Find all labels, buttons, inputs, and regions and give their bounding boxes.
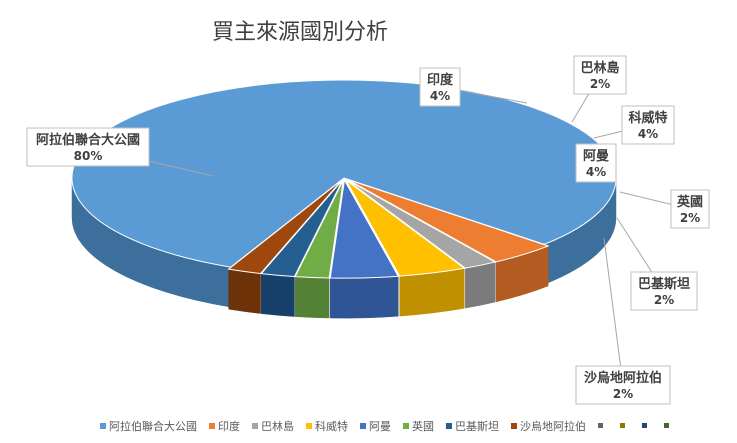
data-label-value-0: 80% [74, 149, 103, 163]
pie-side-5 [294, 276, 330, 319]
pie-side-2 [465, 261, 496, 309]
legend-marker-7 [511, 423, 517, 429]
pie-slice-3 [345, 179, 466, 277]
data-label-name-4: 阿曼 [583, 149, 609, 164]
pie-slice-4 [329, 178, 400, 279]
data-label-name-5: 英國 [676, 194, 703, 210]
data-label-value-1: 4% [430, 89, 450, 103]
legend-label-2: 巴林島 [261, 419, 294, 433]
pie-side-7 [228, 268, 261, 314]
legend-marker-4 [360, 423, 366, 429]
data-label-box-5 [670, 189, 710, 229]
data-label-box-1 [419, 67, 461, 107]
legend-label-5: 英國 [412, 419, 434, 433]
data-label-box-0 [26, 127, 150, 167]
data-label-name-6: 巴基斯坦 [638, 276, 690, 292]
data-label-box-6 [630, 271, 698, 311]
legend-label-1: 印度 [218, 419, 240, 433]
data-label-value-2: 2% [590, 77, 610, 91]
data-label-value-6: 2% [654, 293, 674, 307]
chart-legend: 阿拉伯聯合大公國 印度 巴林島 科威特 阿曼 英國 巴基斯坦 沙烏地阿拉伯 [100, 419, 669, 433]
legend-marker-extra-3 [664, 423, 669, 428]
pie-side-4 [329, 275, 399, 319]
legend-label-4: 阿曼 [369, 420, 391, 433]
legend-label-7: 沙烏地阿拉伯 [520, 419, 586, 433]
legend-marker-3 [306, 423, 312, 429]
data-label-name-7: 沙烏地阿拉伯 [584, 370, 662, 386]
data-label-name-1: 印度 [427, 72, 454, 88]
legend-marker-0 [100, 423, 106, 429]
data-label-value-5: 2% [680, 211, 700, 225]
pie-slice-6 [260, 179, 344, 278]
data-label-box-7 [575, 365, 671, 405]
pie-slice-7 [227, 179, 343, 275]
data-labels: 阿拉伯聯合大公國80%印度4%巴林島2%科威特4%阿曼4%英國2%巴基斯坦2%沙… [26, 55, 710, 405]
data-label-box-3 [621, 105, 675, 145]
legend-label-6: 巴基斯坦 [455, 419, 499, 433]
legend-marker-extra-2 [642, 423, 647, 428]
pie-slice-2 [346, 179, 497, 269]
data-label-value-4: 4% [586, 165, 606, 179]
data-label-box-4 [575, 143, 617, 183]
data-label-value-3: 4% [638, 127, 658, 141]
legend-label-3: 科威特 [315, 419, 348, 433]
legend-marker-1 [209, 423, 215, 429]
chart-title: 買主來源國別分析 [211, 20, 388, 45]
data-label-value-7: 2% [613, 387, 633, 401]
callout-line-7 [603, 237, 624, 386]
legend-marker-5 [403, 423, 409, 429]
pie-slices [71, 79, 617, 279]
pie-side-6 [261, 273, 295, 317]
pie-slice-1 [347, 179, 550, 263]
legend-label-0: 阿拉伯聯合大公國 [109, 419, 197, 433]
legend-marker-extra-0 [598, 423, 603, 428]
data-label-name-0: 阿拉伯聯合大公國 [36, 132, 140, 148]
data-label-box-2 [573, 55, 627, 95]
pie-slice-5 [294, 179, 344, 279]
legend-marker-extra-1 [620, 423, 625, 428]
data-label-name-2: 巴林島 [580, 60, 619, 76]
legend-marker-6 [446, 423, 452, 429]
data-label-name-3: 科威特 [628, 110, 667, 126]
legend-marker-2 [252, 423, 258, 429]
